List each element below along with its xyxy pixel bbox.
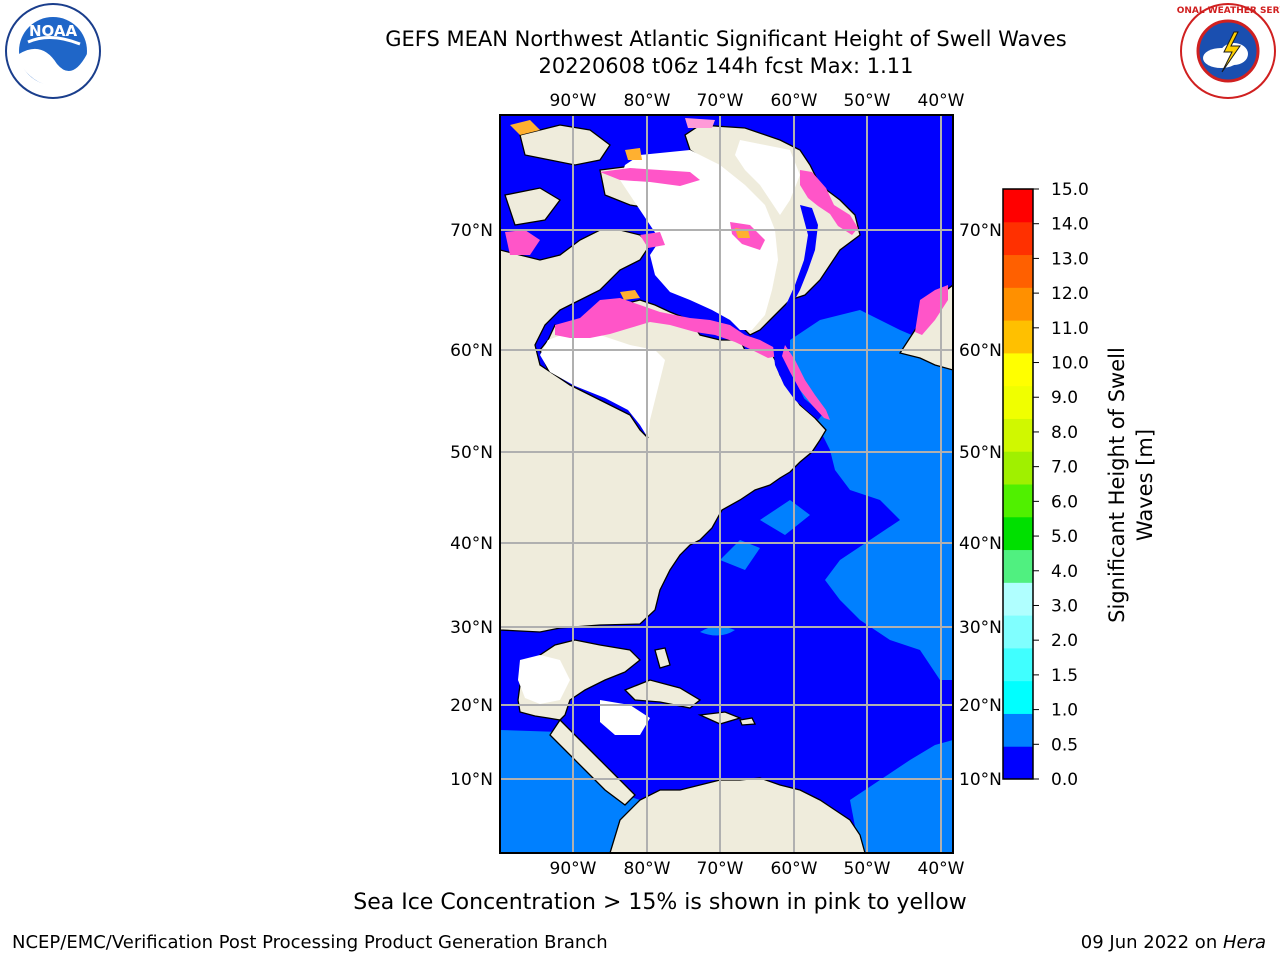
colorbar xyxy=(1002,188,1034,780)
lat-label: 70°N xyxy=(959,221,1002,241)
colorbar-tick-label: 9.0 xyxy=(1051,388,1078,408)
colorbar-segment xyxy=(1003,746,1033,780)
footer-host: Hera xyxy=(1222,932,1266,953)
lon-label: 40°W xyxy=(918,859,965,879)
lat-label: 10°N xyxy=(959,770,1002,790)
lat-label: 60°N xyxy=(959,341,1002,361)
colorbar-segment xyxy=(1003,189,1033,223)
lon-label: 90°W xyxy=(550,91,597,111)
colorbar-tick-label: 0.5 xyxy=(1051,735,1078,755)
colorbar-frame xyxy=(1002,188,1034,780)
chart-subtitle: 20220608 t06z 144h fcst Max: 1.11 xyxy=(538,54,914,78)
map-frame xyxy=(499,114,954,854)
lon-label: 60°W xyxy=(771,859,818,879)
colorbar-tick-label: 14.0 xyxy=(1051,215,1089,235)
noaa-logo: NOAA xyxy=(5,3,101,99)
lon-label: 60°W xyxy=(771,91,818,111)
colorbar-segment xyxy=(1003,451,1033,485)
footer-date-text: 09 Jun 2022 on xyxy=(1080,932,1223,953)
lat-label: 30°N xyxy=(959,618,1002,638)
colorbar-tick-label: 10.0 xyxy=(1051,354,1089,374)
colorbar-tick-label: 5.0 xyxy=(1051,527,1078,547)
colorbar-label-units: Waves [m] xyxy=(1133,429,1157,541)
colorbar-tick-label: 11.0 xyxy=(1051,319,1089,339)
colorbar-segment xyxy=(1003,484,1033,518)
colorbar-tick-label: 13.0 xyxy=(1051,249,1089,269)
colorbar-tick-label: 1.5 xyxy=(1051,666,1078,686)
lon-label: 80°W xyxy=(624,859,671,879)
lat-label: 40°N xyxy=(450,534,493,554)
colorbar-segment xyxy=(1003,582,1033,616)
colorbar-segment xyxy=(1003,549,1033,583)
colorbar-segment xyxy=(1003,287,1033,321)
lon-label: 50°W xyxy=(844,859,891,879)
colorbar-segment xyxy=(1003,647,1033,682)
lat-label: 40°N xyxy=(959,534,1002,554)
sea-ice-caption: Sea Ice Concentration > 15% is shown in … xyxy=(353,890,967,915)
nws-logo-text: NATIONAL WEATHER SERVICE xyxy=(1176,6,1280,16)
lon-label: 90°W xyxy=(550,859,597,879)
lat-label: 20°N xyxy=(450,696,493,716)
graticule xyxy=(500,115,953,853)
lat-label: 70°N xyxy=(450,221,493,241)
colorbar-segment xyxy=(1003,615,1033,649)
nws-logo: NATIONAL WEATHER SERVICE xyxy=(1176,3,1280,99)
colorbar-segment xyxy=(1003,221,1033,256)
colorbar-tick-label: 3.0 xyxy=(1051,596,1078,616)
lon-labels-top: 90°W 80°W 70°W 60°W 50°W 40°W xyxy=(550,91,965,111)
colorbar-tick-label: 7.0 xyxy=(1051,458,1078,478)
lon-label: 80°W xyxy=(624,91,671,111)
colorbar-tick-label: 12.0 xyxy=(1051,284,1089,304)
lat-label: 20°N xyxy=(959,696,1002,716)
sea-ice-overlay xyxy=(505,118,948,420)
colorbar-tick-label: 15.0 xyxy=(1051,180,1089,200)
noaa-logo-text: NOAA xyxy=(29,22,78,40)
lat-label: 50°N xyxy=(450,443,493,463)
lat-labels-left: 70°N 60°N 50°N 40°N 30°N 20°N 10°N xyxy=(450,221,493,790)
lat-label: 50°N xyxy=(959,443,1002,463)
footer-credit: NCEP/EMC/Verification Post Processing Pr… xyxy=(12,932,608,953)
colorbar-segment xyxy=(1003,713,1033,747)
colorbar-tick-label: 4.0 xyxy=(1051,562,1078,582)
lon-label: 50°W xyxy=(844,91,891,111)
lat-labels-right: 70°N 60°N 50°N 40°N 30°N 20°N 10°N xyxy=(959,221,1002,790)
swell-0.5-1.0-areas xyxy=(500,310,953,853)
colorbar-tick-label: 1.0 xyxy=(1051,701,1078,721)
colorbar-tick-label: 6.0 xyxy=(1051,492,1078,512)
no-data-areas xyxy=(518,140,800,735)
lat-label: 60°N xyxy=(450,341,493,361)
colorbar-segment xyxy=(1003,320,1033,354)
lat-label: 30°N xyxy=(450,618,493,638)
lon-label: 40°W xyxy=(918,91,965,111)
colorbar-segment xyxy=(1003,352,1033,387)
colorbar-segment xyxy=(1003,385,1033,419)
lon-label: 70°W xyxy=(697,859,744,879)
colorbar-label: Significant Height of Swell xyxy=(1105,347,1129,623)
colorbar-tick-label: 0.0 xyxy=(1051,770,1078,790)
lat-label: 10°N xyxy=(450,770,493,790)
map-area xyxy=(500,115,953,853)
colorbar-tick-label: 2.0 xyxy=(1051,631,1078,651)
colorbar-tick-labels: 15.0 14.0 13.0 12.0 11.0 10.0 9.0 8.0 7.0 6.0 5.0 4… xyxy=(1033,180,1089,790)
footer-date: 09 Jun 2022 on Hera xyxy=(1081,932,1266,953)
colorbar-segment xyxy=(1003,680,1033,714)
lon-labels-bottom: 90°W 80°W 70°W 60°W 50°W 40°W xyxy=(550,859,965,879)
colorbar-segment xyxy=(1003,254,1033,288)
colorbar-tick-label: 8.0 xyxy=(1051,423,1078,443)
lon-label: 70°W xyxy=(697,91,744,111)
colorbar-segment xyxy=(1003,418,1033,452)
colorbar-segment xyxy=(1003,516,1033,551)
chart-title: GEFS MEAN Northwest Atlantic Significant… xyxy=(385,27,1067,51)
